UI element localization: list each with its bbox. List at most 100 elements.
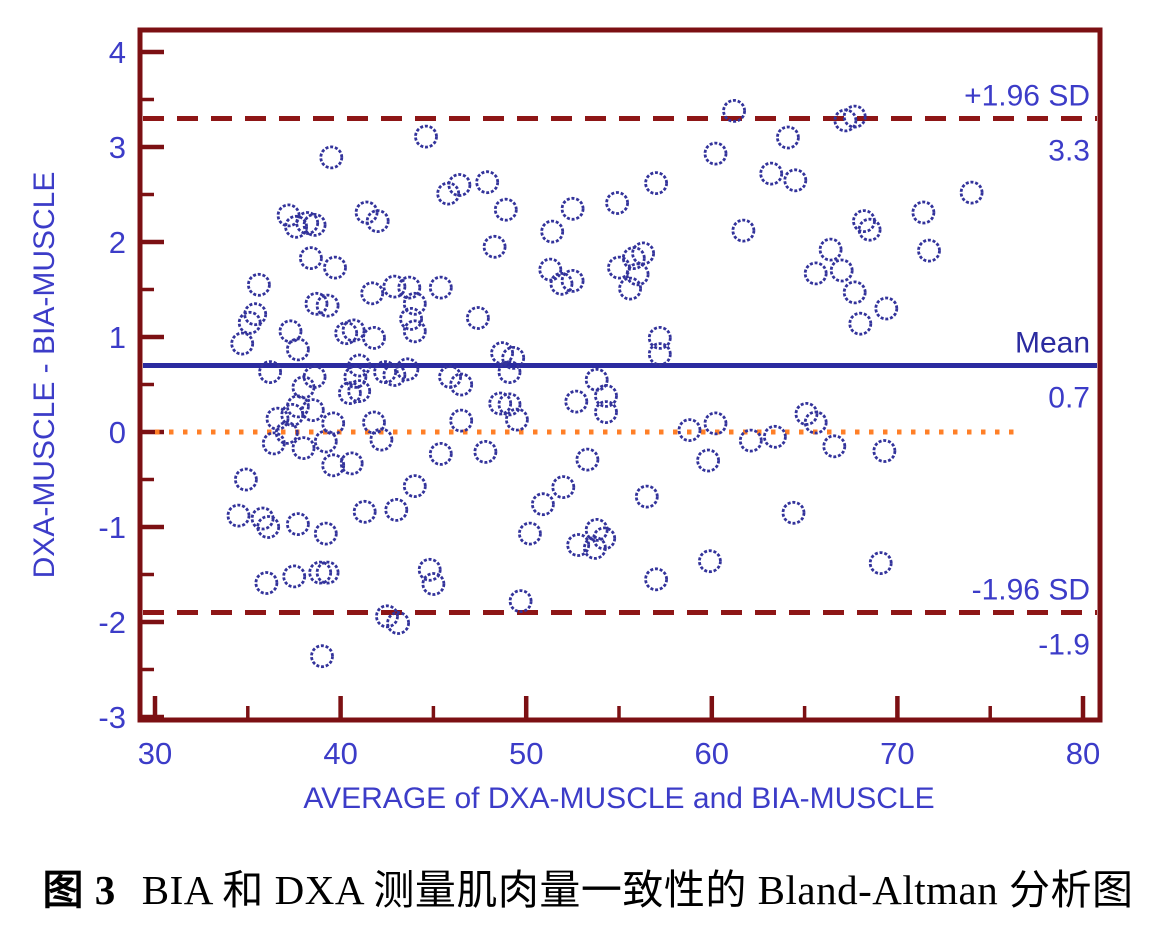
y-tick-label: -1: [98, 510, 126, 545]
data-point: [315, 293, 340, 318]
data-point: [300, 398, 325, 423]
data-point: [399, 306, 424, 331]
data-point: [505, 407, 529, 432]
data-point: [634, 484, 659, 509]
data-point: [607, 255, 631, 280]
data-point: [304, 291, 329, 316]
data-point: [384, 497, 409, 522]
data-point: [698, 549, 722, 574]
data-point: [488, 391, 513, 416]
data-point: [285, 394, 310, 419]
data-point: [436, 181, 461, 206]
x-axis-title: AVERAGE of DXA-MUSCLE and BIA-MUSCLE: [303, 782, 934, 815]
data-point: [310, 644, 334, 669]
x-tick-label: 80: [1066, 736, 1100, 771]
data-point: [274, 420, 299, 445]
data-point: [343, 364, 368, 389]
data-point: [731, 218, 756, 243]
data-point: [722, 99, 746, 123]
data-point: [285, 512, 310, 536]
data-point: [560, 196, 585, 221]
data-point: [402, 291, 427, 316]
data-point: [868, 551, 893, 575]
data-point: [284, 214, 309, 239]
data-point: [369, 427, 394, 452]
data-point: [625, 262, 650, 287]
mean-label: Mean: [1015, 327, 1090, 360]
lower_loa-label: -1.96 SD: [972, 574, 1090, 607]
data-point: [677, 418, 702, 443]
data-point: [482, 234, 507, 259]
data-point: [295, 211, 320, 235]
data-point: [822, 434, 847, 459]
data-point: [347, 379, 372, 404]
y-tick-label: 3: [109, 130, 126, 165]
data-point: [575, 447, 600, 472]
y-axis-title: DXA-MUSCLE - BIA-MUSCLE: [28, 172, 61, 579]
data-point: [594, 400, 618, 425]
data-point: [776, 125, 800, 150]
data-point: [560, 268, 585, 293]
x-tick-label: 40: [323, 736, 357, 771]
figure-caption-text: BIA 和 DXA 测量肌肉量一致性的 Bland-Altman 分析图: [141, 867, 1134, 913]
data-point: [428, 441, 453, 466]
data-point: [621, 246, 646, 271]
data-point: [465, 306, 490, 330]
data-point: [531, 492, 555, 517]
data-point: [490, 341, 515, 366]
data-point: [308, 560, 333, 585]
data-point: [508, 589, 533, 613]
data-point: [618, 276, 642, 301]
data-point: [313, 429, 338, 454]
data-point: [911, 200, 936, 225]
x-tick-label: 30: [138, 736, 172, 771]
data-point: [647, 342, 672, 367]
data-point: [321, 411, 346, 436]
data-point: [759, 161, 784, 186]
data-point: [365, 209, 390, 234]
data-point: [803, 410, 828, 435]
data-point: [551, 475, 576, 500]
data-point: [696, 448, 720, 473]
figure-caption-number: 图 3: [42, 867, 116, 913]
data-point: [382, 274, 407, 299]
data-point: [341, 318, 366, 343]
data-point: [339, 451, 364, 476]
data-point: [564, 389, 589, 414]
data-point: [382, 363, 407, 387]
data-point: [803, 261, 828, 286]
data-point: [375, 604, 399, 629]
data-point: [360, 281, 385, 306]
data-point: [829, 258, 854, 283]
data-point: [449, 408, 474, 433]
data-point: [386, 611, 411, 635]
data-point: [842, 104, 867, 129]
data-point: [703, 141, 728, 166]
data-point: [261, 431, 286, 456]
y-tick-label: 1: [109, 320, 126, 355]
data-point: [373, 360, 398, 385]
y-tick-label: 0: [109, 415, 126, 450]
data-point: [282, 564, 307, 589]
data-point: [334, 321, 359, 346]
data-point: [438, 364, 463, 389]
figure-caption: 图 3 BIA 和 DXA 测量肌肉量一致性的 Bland-Altman 分析图: [0, 856, 1176, 916]
data-point: [417, 557, 442, 582]
data-point: [243, 302, 268, 327]
data-point: [473, 439, 498, 464]
data-point: [781, 500, 806, 525]
data-point: [917, 238, 941, 263]
data-point: [647, 325, 672, 350]
data-point: [321, 453, 346, 478]
data-point: [538, 257, 563, 282]
lower_loa-value: -1.9: [1038, 629, 1090, 662]
data-point: [250, 506, 275, 531]
data-point: [258, 360, 283, 385]
data-point: [230, 331, 255, 356]
data-point: [566, 533, 591, 557]
data-point: [313, 521, 338, 546]
data-point: [315, 560, 340, 585]
mean-value: 0.7: [1048, 382, 1090, 415]
data-point: [497, 392, 522, 417]
data-point: [497, 360, 522, 385]
